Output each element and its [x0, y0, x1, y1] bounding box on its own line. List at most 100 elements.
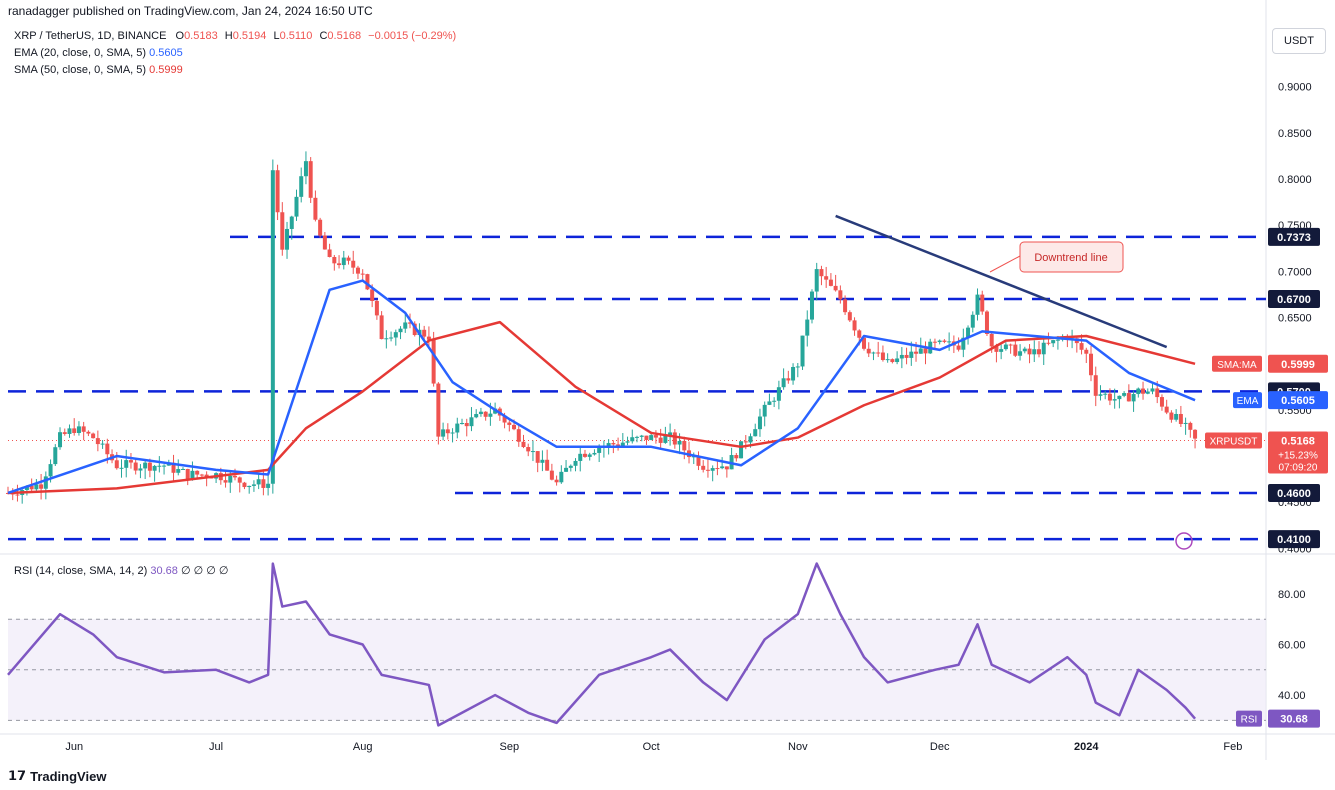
- candle-body: [535, 451, 540, 463]
- candle-body: [280, 212, 285, 250]
- candle-body: [204, 474, 209, 478]
- candle-body: [961, 337, 966, 350]
- candle-body: [1008, 344, 1013, 346]
- sma-label[interactable]: SMA (50, close, 0, SMA, 5): [14, 64, 147, 76]
- candle-body: [739, 441, 744, 459]
- candle-body: [313, 197, 318, 220]
- candle-body: [1193, 429, 1198, 439]
- candle-body: [1122, 393, 1127, 396]
- symbol-name[interactable]: XRP / TetherUS, 1D, BINANCE: [14, 30, 167, 42]
- candle-body: [885, 359, 890, 361]
- candle-body: [512, 424, 517, 430]
- brand-name: TradingView: [30, 768, 107, 784]
- change-value: −0.0015 (−0.29%): [368, 30, 457, 42]
- level-tag-label: 0.4600: [1277, 488, 1311, 500]
- candle-body: [966, 327, 971, 338]
- candle-body: [460, 423, 465, 425]
- candle-body: [105, 443, 110, 455]
- sma50-line: [7, 320, 1196, 495]
- annotation-pointer: [989, 255, 1021, 273]
- candle-body: [526, 447, 531, 452]
- sma-legend: SMA (50, close, 0, SMA, 5) 0.5999: [14, 64, 183, 76]
- candle-body: [592, 452, 597, 455]
- candle-body: [152, 465, 157, 471]
- candle-body: [6, 492, 10, 494]
- rsi-tick-label: 40.00: [1278, 690, 1306, 702]
- candle-body: [989, 333, 994, 347]
- candle-body: [672, 432, 677, 445]
- candle-body: [171, 462, 176, 473]
- candle-body: [138, 468, 143, 471]
- candle-body: [322, 235, 327, 250]
- candle-body: [904, 354, 909, 358]
- candle-body: [1046, 342, 1051, 344]
- candle-body: [1136, 388, 1141, 395]
- price-tag-value: 0.5999: [1281, 359, 1315, 371]
- candle-body: [1150, 388, 1155, 392]
- candle-body: [1145, 391, 1150, 394]
- candle-body: [474, 414, 479, 418]
- candle-body: [114, 460, 119, 469]
- price-tag-name-box: [1212, 355, 1262, 372]
- candle-body: [180, 468, 185, 470]
- candle-body: [578, 453, 583, 461]
- candle-body: [705, 469, 710, 471]
- candle-body: [809, 291, 814, 320]
- candle-body: [426, 336, 431, 340]
- candle-body: [1003, 344, 1008, 350]
- candle-body: [682, 440, 687, 451]
- rsi-label[interactable]: RSI (14, close, SMA, 14, 2): [14, 565, 148, 577]
- candle-body: [540, 459, 545, 463]
- candle-body: [24, 485, 29, 491]
- candle-body: [715, 468, 720, 470]
- candle-body: [53, 447, 58, 465]
- ema-label[interactable]: EMA (20, close, 0, SMA, 5): [14, 47, 147, 59]
- candle-body: [303, 161, 308, 177]
- rsi-tag-value-box: [1268, 709, 1320, 728]
- price-tick-label: 0.6500: [1278, 313, 1312, 325]
- candle-body: [469, 417, 474, 427]
- candle-body: [1098, 394, 1103, 396]
- candle-body: [247, 485, 252, 488]
- candle-body: [58, 432, 63, 448]
- candle-body: [899, 354, 904, 359]
- candle-body: [289, 216, 294, 229]
- price-tag-value-box: [1268, 431, 1328, 474]
- candle-body: [450, 432, 455, 434]
- candle-body: [994, 346, 999, 352]
- candle-body: [436, 383, 441, 437]
- candle-body: [691, 456, 696, 458]
- candle-body: [734, 455, 739, 459]
- candle-body: [185, 468, 190, 480]
- candle-body: [270, 170, 275, 484]
- candle-body: [791, 366, 796, 381]
- candle-body: [1112, 399, 1117, 401]
- candle-body: [29, 485, 34, 490]
- candle-body: [124, 460, 129, 468]
- candle-body: [308, 161, 313, 198]
- rsi-line: [7, 562, 1197, 727]
- candle-body: [890, 359, 895, 363]
- candle-body: [975, 294, 980, 315]
- candle-body: [34, 484, 39, 490]
- currency-button[interactable]: USDT: [1272, 28, 1326, 54]
- candle-body: [1169, 412, 1174, 420]
- candle-body: [190, 470, 195, 480]
- candle-body: [838, 290, 843, 300]
- candle-body: [857, 330, 862, 338]
- downtrend-line: [835, 214, 1168, 349]
- price-tick-label: 0.9000: [1278, 82, 1312, 94]
- candle-body: [1155, 388, 1160, 398]
- candle-body: [360, 273, 365, 275]
- candle-body: [1013, 344, 1018, 356]
- close-value: 0.5168: [327, 30, 362, 42]
- candle-body: [1084, 349, 1089, 354]
- candle-body: [696, 456, 701, 466]
- rsi-legend: RSI (14, close, SMA, 14, 2) 30.68 ∅ ∅ ∅ …: [14, 564, 228, 577]
- candle-body: [195, 470, 200, 475]
- footer-brand[interactable]: 𝟭𝟳 TradingView: [8, 768, 106, 784]
- level-tag: [1268, 227, 1320, 246]
- candle-body: [1188, 422, 1193, 430]
- price-tick-label: 0.7000: [1278, 266, 1312, 278]
